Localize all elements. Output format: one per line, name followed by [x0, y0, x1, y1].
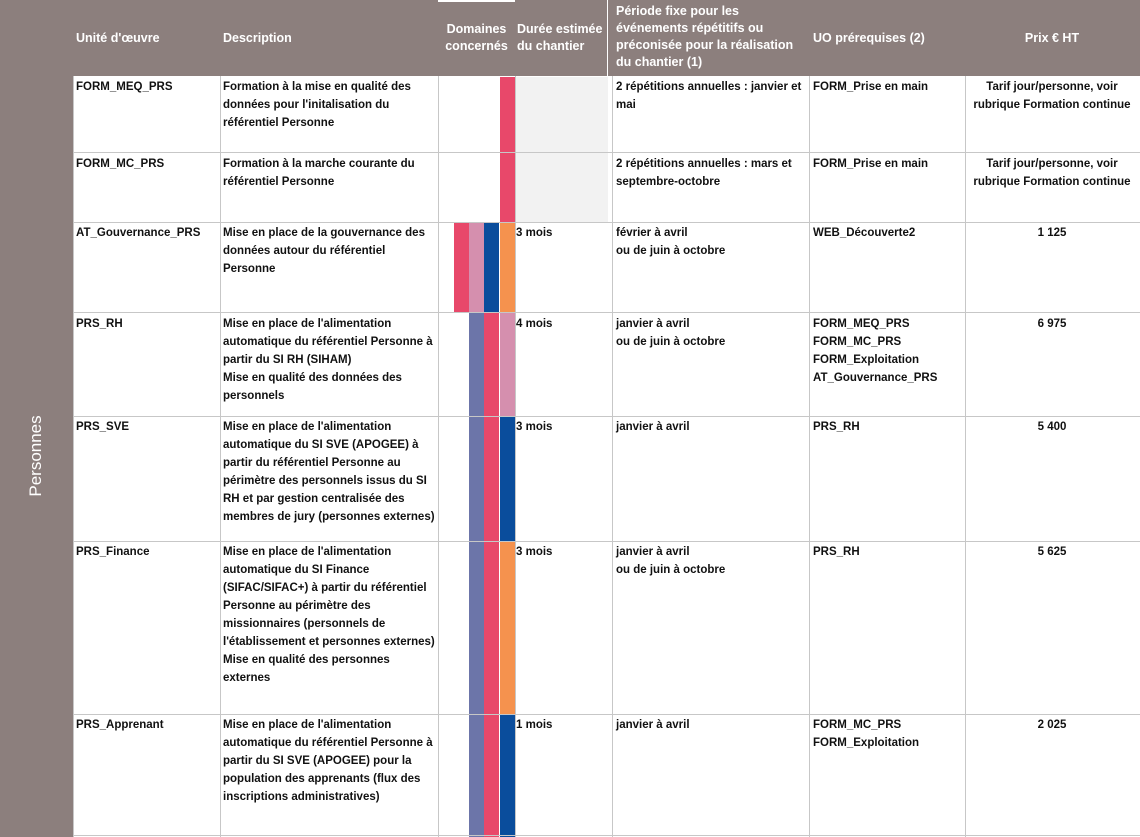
- row-description: Formation à la marche courante du référe…: [223, 158, 415, 188]
- row-price: 6 975: [1037, 318, 1067, 330]
- row-price: Tarif jour/personne, voir rubrique Forma…: [973, 81, 1131, 111]
- row-description: Mise en place de l'alimentation automati…: [223, 719, 433, 803]
- grid-line: [612, 76, 613, 837]
- row-price: 5 400: [1037, 421, 1067, 433]
- row-duration: 4 mois: [516, 318, 553, 330]
- grid-line: [965, 76, 966, 837]
- domain-strip-rose: [469, 222, 484, 312]
- header-domains-top-line: [438, 0, 515, 2]
- header-prerequisites: UO prérequises (2): [813, 31, 925, 45]
- grid-line: [809, 76, 810, 837]
- grid-line: [73, 714, 1140, 715]
- domain-strip-indigo: [469, 312, 484, 837]
- row-prerequisites: PRS_RH: [813, 546, 860, 558]
- row-period: janvier à avril: [616, 719, 690, 731]
- header-band-left: [0, 0, 438, 76]
- row-prerequisites: FORM_Prise en main: [813, 81, 929, 93]
- grid-line: [73, 76, 74, 837]
- row-prerequisites: FORM_Prise en main: [813, 158, 929, 170]
- grid-line: [73, 416, 1140, 417]
- grid-line: [515, 76, 516, 837]
- header-band-right: [515, 0, 1140, 76]
- row-duration: 3 mois: [516, 421, 553, 433]
- row-unit: FORM_MEQ_PRS: [76, 81, 173, 93]
- grid-line: [73, 152, 1140, 153]
- row-price: Tarif jour/personne, voir rubrique Forma…: [973, 158, 1131, 188]
- domain-strip-orange: [500, 541, 515, 714]
- domain-strip-navy: [484, 222, 499, 312]
- grid-line: [220, 76, 221, 837]
- row-unit: AT_Gouvernance_PRS: [76, 227, 201, 239]
- row-period: janvier à avril ou de juin à octobre: [616, 318, 726, 348]
- grid-line: [73, 835, 1140, 836]
- header-period: Période fixe pour les événements répétit…: [616, 4, 794, 69]
- row-description: Mise en place de l'alimentation automati…: [223, 318, 433, 402]
- row-period: janvier à avril: [616, 421, 690, 433]
- domain-strip-navy: [500, 416, 515, 541]
- row-period: 2 répétitions annuelles : janvier et mai: [616, 81, 802, 111]
- row-description: Mise en place de l'alimentation automati…: [223, 546, 435, 684]
- row-price: 5 625: [1037, 546, 1067, 558]
- row-prerequisites: FORM_MEQ_PRS FORM_MC_PRS FORM_Exploitati…: [813, 318, 938, 384]
- row-unit: PRS_Finance: [76, 546, 150, 558]
- domain-strip-navy: [500, 714, 515, 837]
- row-description: Formation à la mise en qualité des donné…: [223, 81, 411, 129]
- row-description: Mise en place de l'alimentation automati…: [223, 421, 435, 523]
- domain-strip-rose: [500, 312, 515, 416]
- row-period: 2 répétitions annuelles : mars et septem…: [616, 158, 792, 188]
- row-price: 2 025: [1037, 719, 1067, 731]
- row-period: janvier à avril ou de juin à octobre: [616, 546, 726, 576]
- header-period-divider: [607, 0, 608, 76]
- header-domains: Domaines concernés: [445, 22, 508, 53]
- empty-duration-cells: [515, 77, 608, 222]
- row-prerequisites: PRS_RH: [813, 421, 860, 433]
- header-description: Description: [223, 31, 292, 45]
- row-unit: PRS_Apprenant: [76, 719, 164, 731]
- grid-line: [73, 222, 1140, 223]
- domain-strip-pink: [484, 312, 499, 837]
- row-unit: PRS_SVE: [76, 421, 130, 433]
- domain-strip-pink: [454, 222, 469, 312]
- header-band-domains: [438, 0, 515, 76]
- header-unit: Unité d'œuvre: [76, 31, 160, 45]
- row-duration: 3 mois: [516, 227, 553, 239]
- category-sidebar: [0, 76, 73, 837]
- row-description: Mise en place de la gouvernance des donn…: [223, 227, 425, 275]
- row-prerequisites: FORM_MC_PRS FORM_Exploitation: [813, 719, 920, 749]
- row-duration: 3 mois: [516, 546, 553, 558]
- row-unit: FORM_MC_PRS: [76, 158, 165, 170]
- row-price: 1 125: [1037, 227, 1067, 239]
- row-duration: 1 mois: [516, 719, 553, 731]
- grid-line: [73, 312, 1140, 313]
- domain-strip-pink: [500, 77, 515, 222]
- header-price: Prix € HT: [1024, 31, 1080, 45]
- header-duration: Durée estimée du chantier: [517, 22, 603, 53]
- row-prerequisites: WEB_Découverte2: [813, 227, 916, 239]
- category-label: Personnes: [26, 415, 45, 497]
- grid-line: [438, 76, 439, 837]
- grid-line: [73, 541, 1140, 542]
- row-unit: PRS_RH: [76, 318, 123, 330]
- row-period: février à avril ou de juin à octobre: [616, 227, 726, 257]
- domain-strip-orange: [500, 222, 515, 312]
